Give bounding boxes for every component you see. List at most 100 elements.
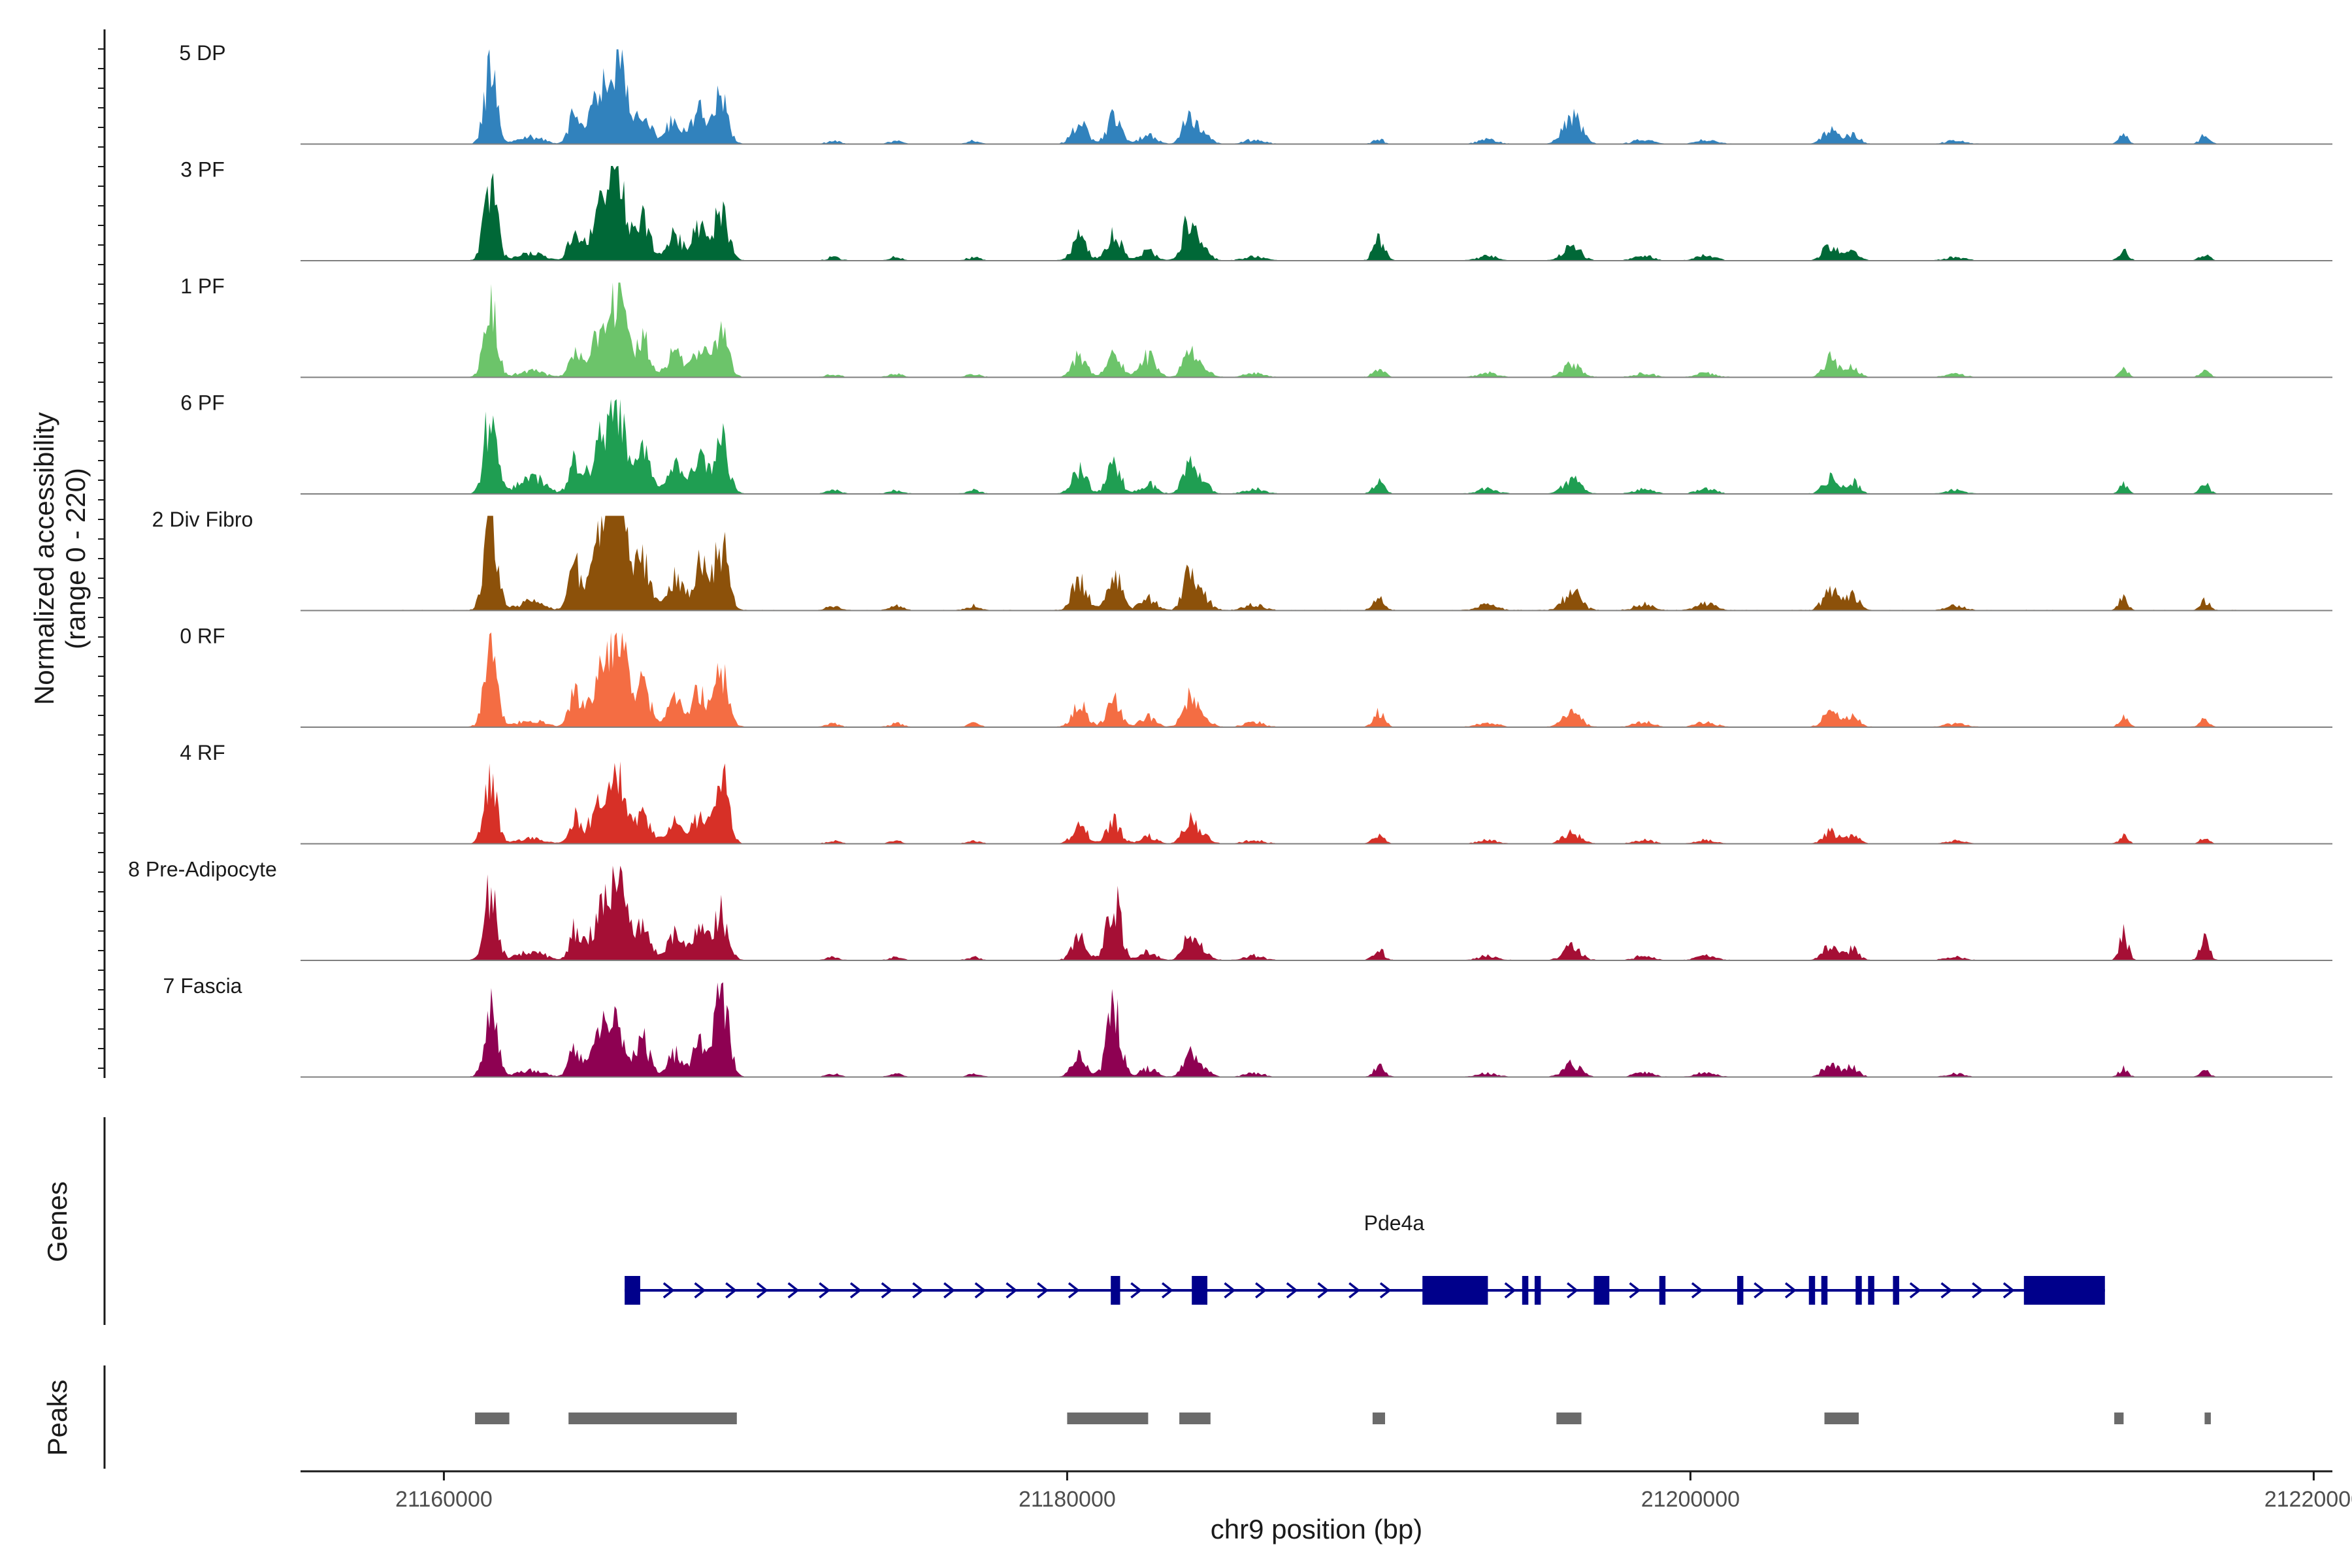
coverage-area: [394, 761, 2251, 844]
strand-arrow: [1317, 1282, 1330, 1299]
track-label: 2 Div Fibro: [152, 508, 253, 531]
strand-arrow: [912, 1282, 924, 1299]
gene-name-label: Pde4a: [1364, 1211, 1425, 1235]
track-label: 0 RF: [180, 625, 225, 648]
strand-arrow: [1504, 1282, 1516, 1299]
gene-exon: [1593, 1276, 1610, 1305]
strand-arrow: [1754, 1282, 1766, 1299]
strand-arrow: [1161, 1282, 1173, 1299]
peak-region: [1824, 1413, 1859, 1424]
track-label: 4 RF: [180, 741, 225, 764]
gene-exon: [1111, 1276, 1120, 1305]
strand-arrow: [1940, 1282, 1953, 1299]
track-5-dp: 5 DP: [179, 41, 2332, 145]
coverage-area: [394, 399, 2251, 494]
coverage-area: [394, 632, 2251, 727]
strand-arrow: [1909, 1282, 1921, 1299]
track-label: 8 Pre-Adipocyte: [128, 858, 277, 881]
strand-arrow: [1629, 1282, 1641, 1299]
strand-arrow: [1784, 1282, 1797, 1299]
x-tick-label: 21220000: [2264, 1487, 2352, 1512]
track-label: 1 PF: [180, 274, 225, 298]
strand-arrow: [1379, 1282, 1392, 1299]
strand-arrow: [974, 1282, 987, 1299]
coverage-area: [394, 282, 2251, 378]
coverage-area: [394, 166, 2251, 261]
strand-arrow: [1255, 1282, 1267, 1299]
peaks-panel-label: Peaks: [42, 1380, 73, 1456]
strand-arrow: [787, 1282, 800, 1299]
gene-exon: [1737, 1276, 1744, 1305]
strand-arrow: [1224, 1282, 1236, 1299]
x-tick-label: 21160000: [395, 1487, 493, 1512]
track-4-rf: 4 RF: [180, 741, 2332, 845]
track-label: 7 Fascia: [163, 974, 242, 998]
track-label: 6 PF: [180, 391, 225, 415]
strand-arrow: [662, 1282, 675, 1299]
strand-arrow: [1567, 1282, 1578, 1299]
gene-exon: [1422, 1276, 1488, 1305]
strand-arrow: [725, 1282, 738, 1299]
gene-track: Pde4a: [625, 1211, 2105, 1305]
gene-exon: [1893, 1276, 1899, 1305]
track-label: 5 DP: [179, 41, 225, 65]
peak-track: [475, 1413, 2211, 1424]
track-label: 3 PF: [180, 158, 225, 182]
strand-arrow: [1037, 1282, 1049, 1299]
gene-exon: [2023, 1276, 2105, 1305]
x-tick-label: 21200000: [1641, 1487, 1740, 1512]
gene-exon: [1534, 1276, 1541, 1305]
strand-arrow: [1005, 1282, 1018, 1299]
strand-arrow: [1068, 1282, 1080, 1299]
peak-region: [1556, 1413, 1582, 1424]
y-axis-title-line1: Normalized accessibility: [29, 412, 59, 705]
gene-exon: [1522, 1276, 1529, 1305]
gene-exon: [1868, 1276, 1874, 1305]
strand-arrow: [1972, 1282, 1984, 1299]
coverage-y-ticks: [98, 48, 105, 1069]
coverage-area: [394, 515, 2251, 611]
peak-region: [2114, 1413, 2124, 1424]
track-8-pre-adipocyte: 8 Pre-Adipocyte: [128, 858, 2332, 961]
x-axis-ticks: 21160000 21180000 21200000 21220000: [395, 1471, 2352, 1512]
track-6-pf: 6 PF: [180, 391, 2332, 495]
gene-exon: [1192, 1276, 1207, 1305]
peak-region: [1067, 1413, 1149, 1424]
peak-region: [1372, 1413, 1385, 1424]
x-tick-label: 21180000: [1019, 1487, 1116, 1512]
gene-exon: [1855, 1276, 1862, 1305]
strand-arrow: [694, 1282, 706, 1299]
track-0-rf: 0 RF: [180, 625, 2332, 728]
strand-arrow: [1691, 1282, 1703, 1299]
peak-region: [1179, 1413, 1211, 1424]
x-axis-title: chr9 position (bp): [1211, 1514, 1423, 1544]
gene-exon: [1821, 1276, 1828, 1305]
strand-arrow: [943, 1282, 955, 1299]
y-axis-title-line2: (range 0 - 220): [60, 468, 91, 649]
strand-arrow: [1286, 1282, 1298, 1299]
strand-arrow: [756, 1282, 768, 1299]
coverage-area: [394, 982, 2251, 1077]
peak-region: [2204, 1413, 2211, 1424]
strand-arrow: [2002, 1282, 2015, 1299]
peak-region: [568, 1413, 737, 1424]
track-2-div-fibro: 2 Div Fibro: [152, 508, 2332, 612]
strand-arrow: [849, 1282, 862, 1299]
genes-panel-label: Genes: [42, 1181, 73, 1262]
strand-arrow: [819, 1282, 831, 1299]
y-axis-title: Normalized accessibility (range 0 - 220): [29, 412, 91, 705]
track-7-fascia: 7 Fascia: [163, 974, 2332, 1078]
gene-exon: [1808, 1276, 1816, 1305]
track-3-pf: 3 PF: [180, 158, 2332, 261]
peak-region: [475, 1413, 510, 1424]
strand-arrow: [881, 1282, 893, 1299]
coverage-area: [394, 866, 2251, 960]
coverage-tracks: 5 DP 3 PF 1 PF 6 PF 2 Div Fibro 0 RF 4 RF 8 Pre…: [128, 41, 2332, 1078]
strand-arrow: [1130, 1282, 1143, 1299]
strand-arrow: [1348, 1282, 1361, 1299]
gene-exon: [1659, 1276, 1666, 1305]
gene-exon: [625, 1276, 640, 1305]
track-1-pf: 1 PF: [180, 274, 2332, 378]
coverage-area: [394, 49, 2251, 144]
